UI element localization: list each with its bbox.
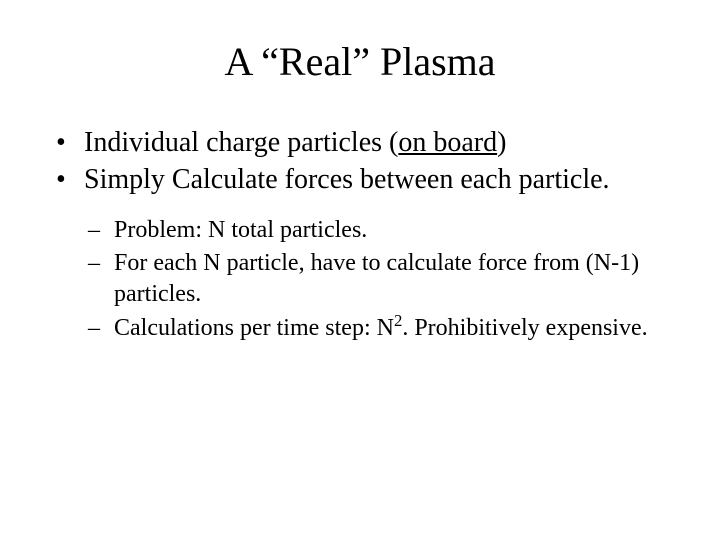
bullet-text: Simply Calculate forces between each par… <box>84 164 610 195</box>
bullet-text-post: . Prohibitively expensive. <box>402 315 647 341</box>
bullet-list-level1: Individual charge particles (on board) S… <box>50 125 670 197</box>
list-item: Individual charge particles (on board) <box>50 125 670 160</box>
bullet-text: For each N particle, have to calculate f… <box>114 250 639 307</box>
list-item: For each N particle, have to calculate f… <box>84 248 670 310</box>
bullet-text-prefix: Individual charge particles ( <box>84 127 398 158</box>
list-item: Simply Calculate forces between each par… <box>50 162 670 197</box>
bullet-list-level2: Problem: N total particles. For each N p… <box>84 215 670 344</box>
bullet-text: Problem: N total particles. <box>114 217 367 243</box>
bullet-text-suffix: ) <box>497 127 506 158</box>
slide: A “Real” Plasma Individual charge partic… <box>0 0 720 540</box>
list-item: Calculations per time step: N2. Prohibit… <box>84 313 670 344</box>
bullet-text-pre: Calculations per time step: N <box>114 315 394 341</box>
slide-title: A “Real” Plasma <box>50 38 670 85</box>
list-item: Problem: N total particles. <box>84 215 670 246</box>
bullet-text-underlined: on board <box>398 127 497 158</box>
